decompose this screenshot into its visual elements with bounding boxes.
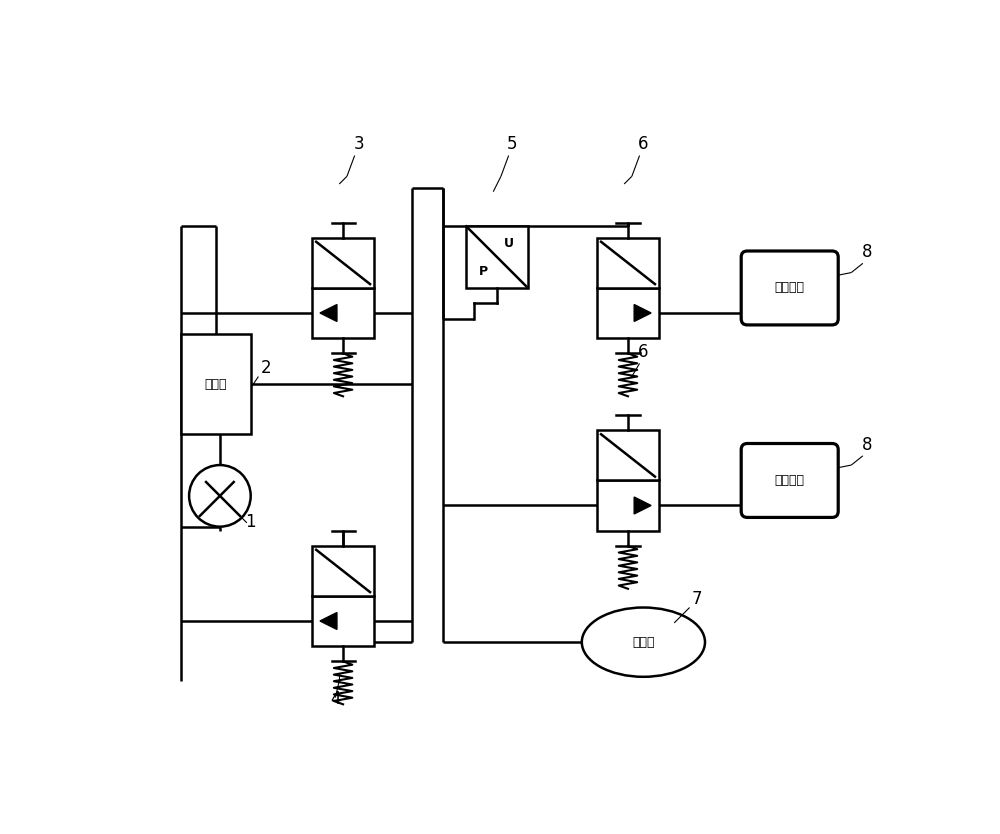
Polygon shape — [634, 497, 651, 514]
Polygon shape — [320, 304, 337, 321]
FancyBboxPatch shape — [741, 444, 838, 517]
Text: 3: 3 — [353, 135, 364, 153]
Text: U: U — [504, 237, 514, 250]
Text: 6: 6 — [638, 344, 649, 361]
Polygon shape — [634, 304, 651, 321]
Text: 空气弹簧: 空气弹簧 — [775, 474, 805, 487]
Text: 1: 1 — [245, 513, 256, 530]
Text: 4: 4 — [330, 690, 341, 708]
Text: 储气罐: 储气罐 — [632, 636, 655, 649]
Text: 2: 2 — [261, 359, 271, 377]
Bar — [312, 288, 374, 338]
Bar — [597, 288, 659, 338]
Text: 干燥罐: 干燥罐 — [205, 378, 227, 390]
Text: 7: 7 — [692, 590, 703, 608]
FancyBboxPatch shape — [741, 251, 838, 325]
Bar — [312, 546, 374, 596]
Bar — [466, 226, 528, 288]
Text: 空气弹簧: 空气弹簧 — [775, 281, 805, 294]
Bar — [597, 480, 659, 530]
Text: 6: 6 — [638, 135, 649, 153]
Text: 8: 8 — [861, 244, 872, 261]
Bar — [181, 334, 251, 435]
Bar — [597, 238, 659, 288]
Text: 5: 5 — [507, 135, 518, 153]
Text: P: P — [479, 264, 488, 278]
Bar — [597, 430, 659, 480]
Bar — [312, 596, 374, 646]
Bar — [312, 238, 374, 288]
Text: 8: 8 — [861, 435, 872, 454]
Polygon shape — [320, 612, 337, 630]
